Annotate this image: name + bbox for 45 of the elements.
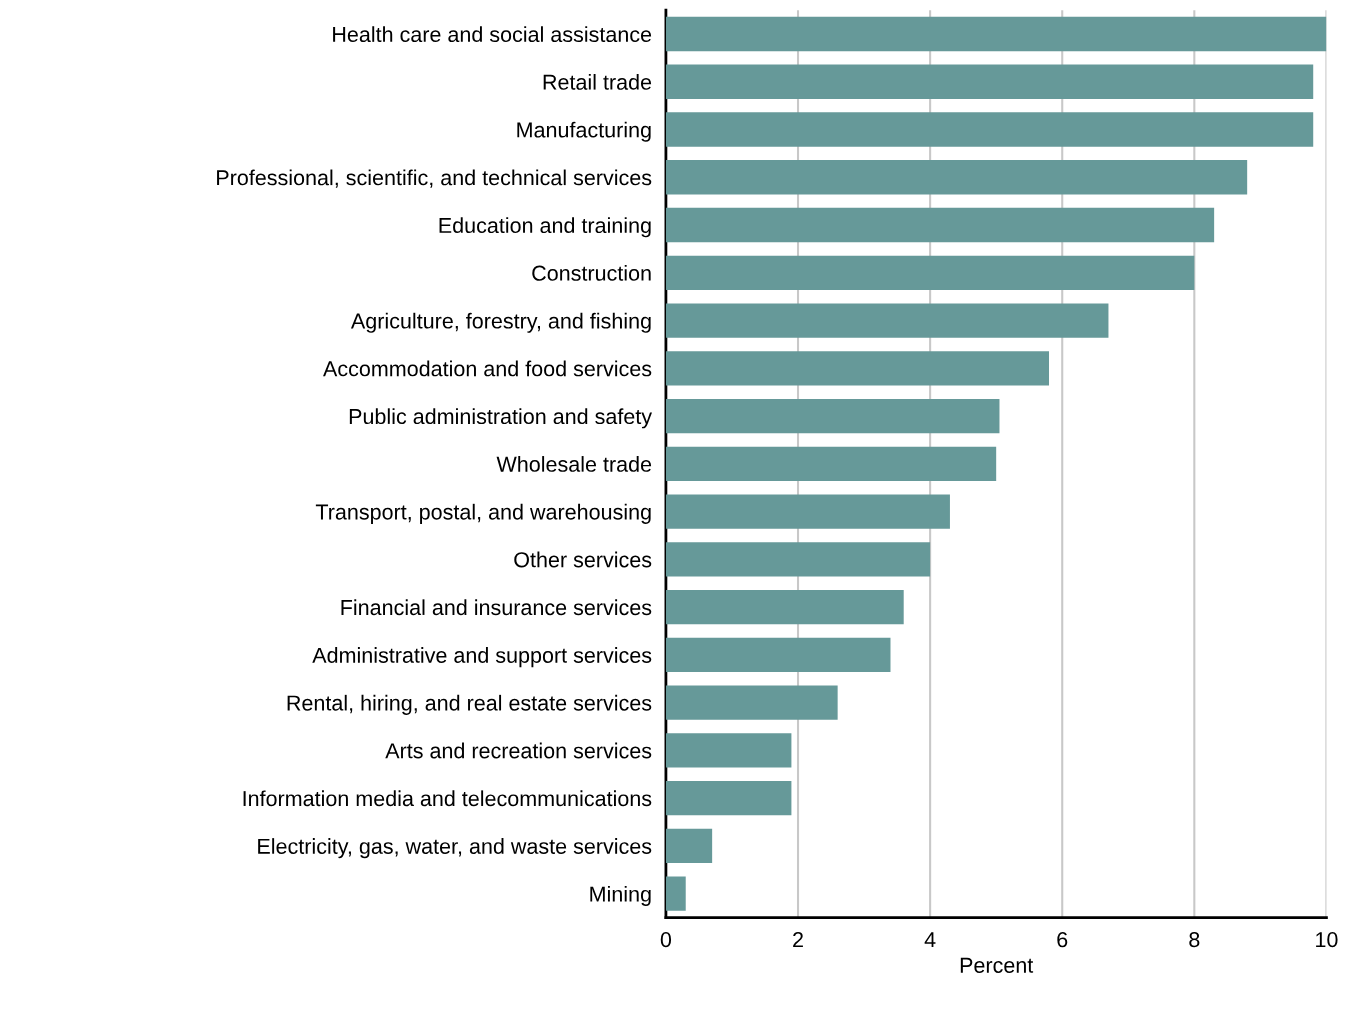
x-tick-label: 6: [1057, 932, 1068, 948]
y-tick-label: Rental, hiring, and real estate services: [287, 694, 652, 715]
y-tick-label: Construction: [532, 265, 651, 281]
x-axis-title: Percent: [960, 957, 1034, 973]
bar: [665, 446, 997, 482]
y-tick-label: Education and training: [439, 217, 651, 238]
y-tick-label: Professional, scientific, and technical services: [217, 169, 652, 188]
x-tick-label: 0: [660, 932, 672, 948]
y-tick-label: Administrative and support services: [312, 647, 652, 668]
bar: [665, 64, 1314, 99]
bar: [665, 542, 931, 577]
bar: [665, 637, 891, 673]
y-tick-label: Agriculture, forestry, and fishing: [350, 312, 651, 333]
y-tick-label: Health care and social assistance: [333, 26, 652, 43]
y-tick-label: Electricity, gas, water, and waste services: [258, 838, 652, 859]
bar: [665, 733, 792, 768]
bar: [665, 685, 838, 720]
y-tick-label: Manufacturing: [517, 121, 651, 142]
bar: [665, 398, 1000, 434]
bar: [665, 876, 686, 911]
y-tick-label: Transport, postal, and warehousing: [315, 503, 651, 524]
bar: [665, 494, 950, 529]
bar: [665, 207, 1215, 243]
y-tick-label: Retail trade: [543, 73, 652, 90]
bar: [665, 828, 713, 864]
x-tick-label: 2: [793, 932, 803, 948]
y-tick-label: Financial and insurance services: [341, 599, 652, 616]
y-tick-label: Other services: [514, 551, 652, 568]
y-tick-label: Public administration and safety: [349, 408, 652, 429]
x-tick-label: 4: [924, 932, 936, 948]
bar: [665, 255, 1195, 291]
y-tick-label: Accommodation and food services: [323, 360, 652, 377]
bar: [665, 160, 1248, 195]
y-tick-label: Wholesale trade: [496, 456, 652, 472]
y-tick-label: Information media and telecommunications: [243, 790, 652, 807]
bar: [665, 351, 1050, 386]
bar: [665, 16, 1327, 52]
bar: [665, 780, 792, 816]
x-tick-label: 10: [1316, 932, 1338, 948]
bar: [665, 112, 1314, 147]
y-tick-label: Mining: [590, 885, 651, 906]
bar: [665, 303, 1109, 338]
y-tick-label: Arts and recreation services: [385, 742, 652, 759]
x-tick-label: 8: [1189, 932, 1200, 948]
bar: [665, 589, 904, 625]
